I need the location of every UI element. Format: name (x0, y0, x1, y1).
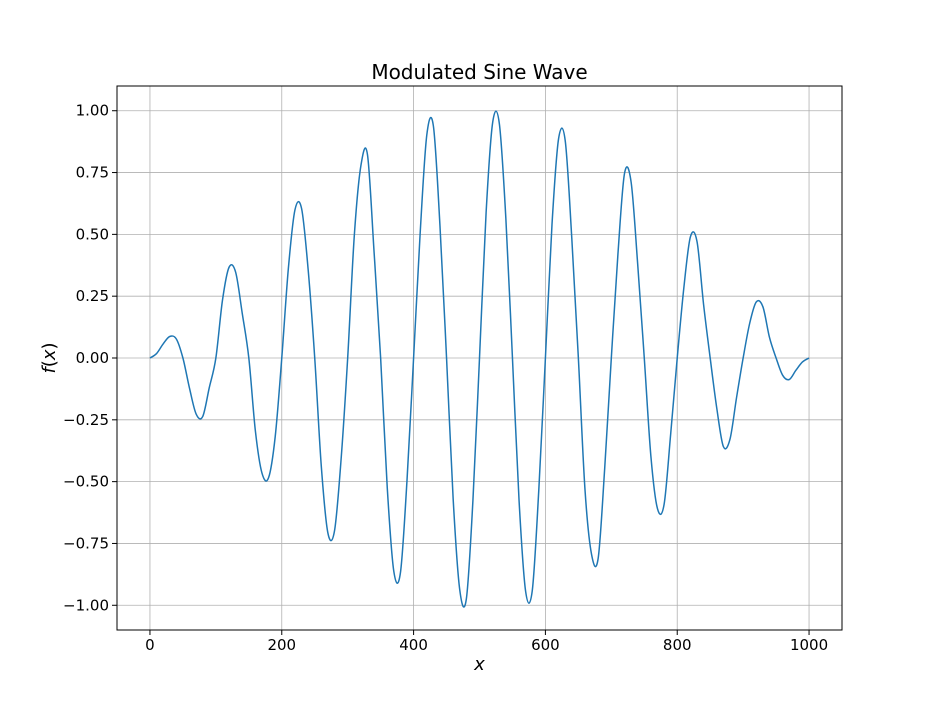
y-tick-label: −0.25 (63, 411, 109, 429)
y-axis-label-arg: x (39, 349, 60, 361)
y-tick-label: −0.75 (63, 534, 109, 552)
series-line (149, 110, 810, 608)
x-axis: 0 200 400 600 800 1000 (145, 630, 828, 654)
y-tick-label: 0.50 (76, 225, 109, 243)
x-axis-label: x (473, 654, 485, 675)
y-tick-label: 0.25 (76, 287, 109, 305)
x-tick-label: 600 (531, 636, 560, 654)
x-tick-label: 800 (663, 636, 692, 654)
x-tick-label: 400 (399, 636, 428, 654)
x-tick-label: 0 (145, 636, 155, 654)
y-tick-label: 1.00 (76, 102, 109, 120)
y-axis: −1.00 −0.75 −0.50 −0.25 0.00 0.25 0.50 0.75 1.00 (63, 102, 117, 614)
y-tick-label: 0.00 (76, 349, 109, 367)
y-tick-label: 0.75 (76, 164, 109, 182)
y-axis-label: f(x) (39, 342, 60, 373)
chart-title: Modulated Sine Wave (371, 60, 587, 84)
y-axis-label-func: f (39, 365, 60, 374)
y-tick-label: −1.00 (63, 596, 109, 614)
y-tick-label: −0.50 (63, 473, 109, 491)
x-tick-label: 200 (267, 636, 296, 654)
x-tick-label: 1000 (790, 636, 828, 654)
